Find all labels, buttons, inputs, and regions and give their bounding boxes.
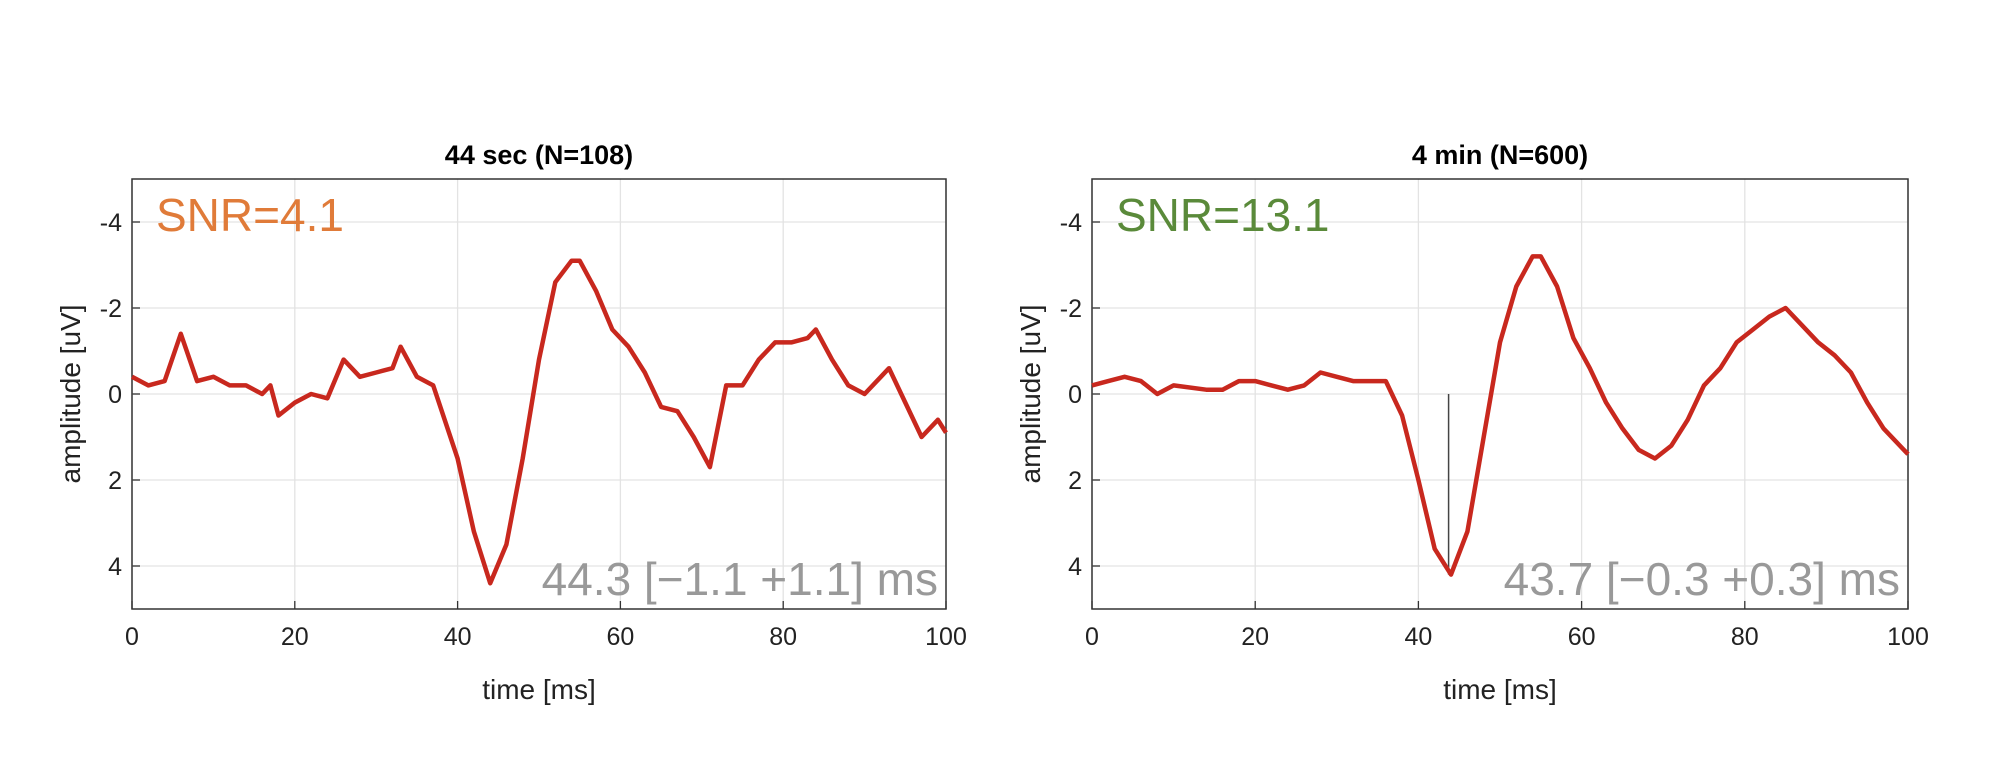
x-axis-label: time [ms]: [1443, 674, 1557, 705]
x-tick-label: 0: [1085, 623, 1099, 651]
y-tick-label: -4: [1060, 209, 1082, 237]
x-tick-label: 60: [1568, 623, 1596, 651]
plot-frame: [1091, 178, 1909, 610]
latency-label: 43.7 [−0.3 +0.3] ms: [1504, 553, 1900, 605]
y-tick-label: -4: [100, 209, 122, 237]
y-axis-label: amplitude [uV]: [1015, 305, 1046, 484]
y-tick-label: 4: [108, 553, 122, 581]
x-tick-label: 60: [606, 623, 634, 651]
y-tick-label: 2: [1068, 467, 1082, 495]
chart-title: 44 sec (N=108): [445, 140, 633, 170]
trace: [1091, 254, 1910, 577]
x-tick-label: 80: [1731, 623, 1759, 651]
x-tick-label: 20: [1241, 623, 1269, 651]
trace: [130, 258, 948, 586]
x-tick-label: 0: [125, 623, 139, 651]
y-tick-label: -2: [1060, 295, 1082, 323]
x-tick-label: 100: [1887, 623, 1929, 651]
y-tick-label: 4: [1068, 553, 1082, 581]
x-axis-label: time [ms]: [482, 674, 596, 705]
y-tick-label: 0: [1068, 381, 1082, 409]
chart-title: 4 min (N=600): [1412, 140, 1588, 170]
x-tick-label: 40: [1404, 623, 1432, 651]
y-axis-label: amplitude [uV]: [55, 305, 86, 484]
plot-frame: [131, 178, 947, 610]
snr-label: SNR=4.1: [156, 189, 344, 241]
y-tick-label: 2: [108, 467, 122, 495]
snr-label: SNR=13.1: [1116, 189, 1330, 241]
x-tick-label: 80: [769, 623, 797, 651]
x-tick-label: 100: [925, 623, 967, 651]
latency-label: 44.3 [−1.1 +1.1] ms: [542, 553, 938, 605]
x-tick-label: 20: [281, 623, 309, 651]
y-tick-label: -2: [100, 295, 122, 323]
x-tick-label: 40: [444, 623, 472, 651]
y-tick-label: 0: [108, 381, 122, 409]
